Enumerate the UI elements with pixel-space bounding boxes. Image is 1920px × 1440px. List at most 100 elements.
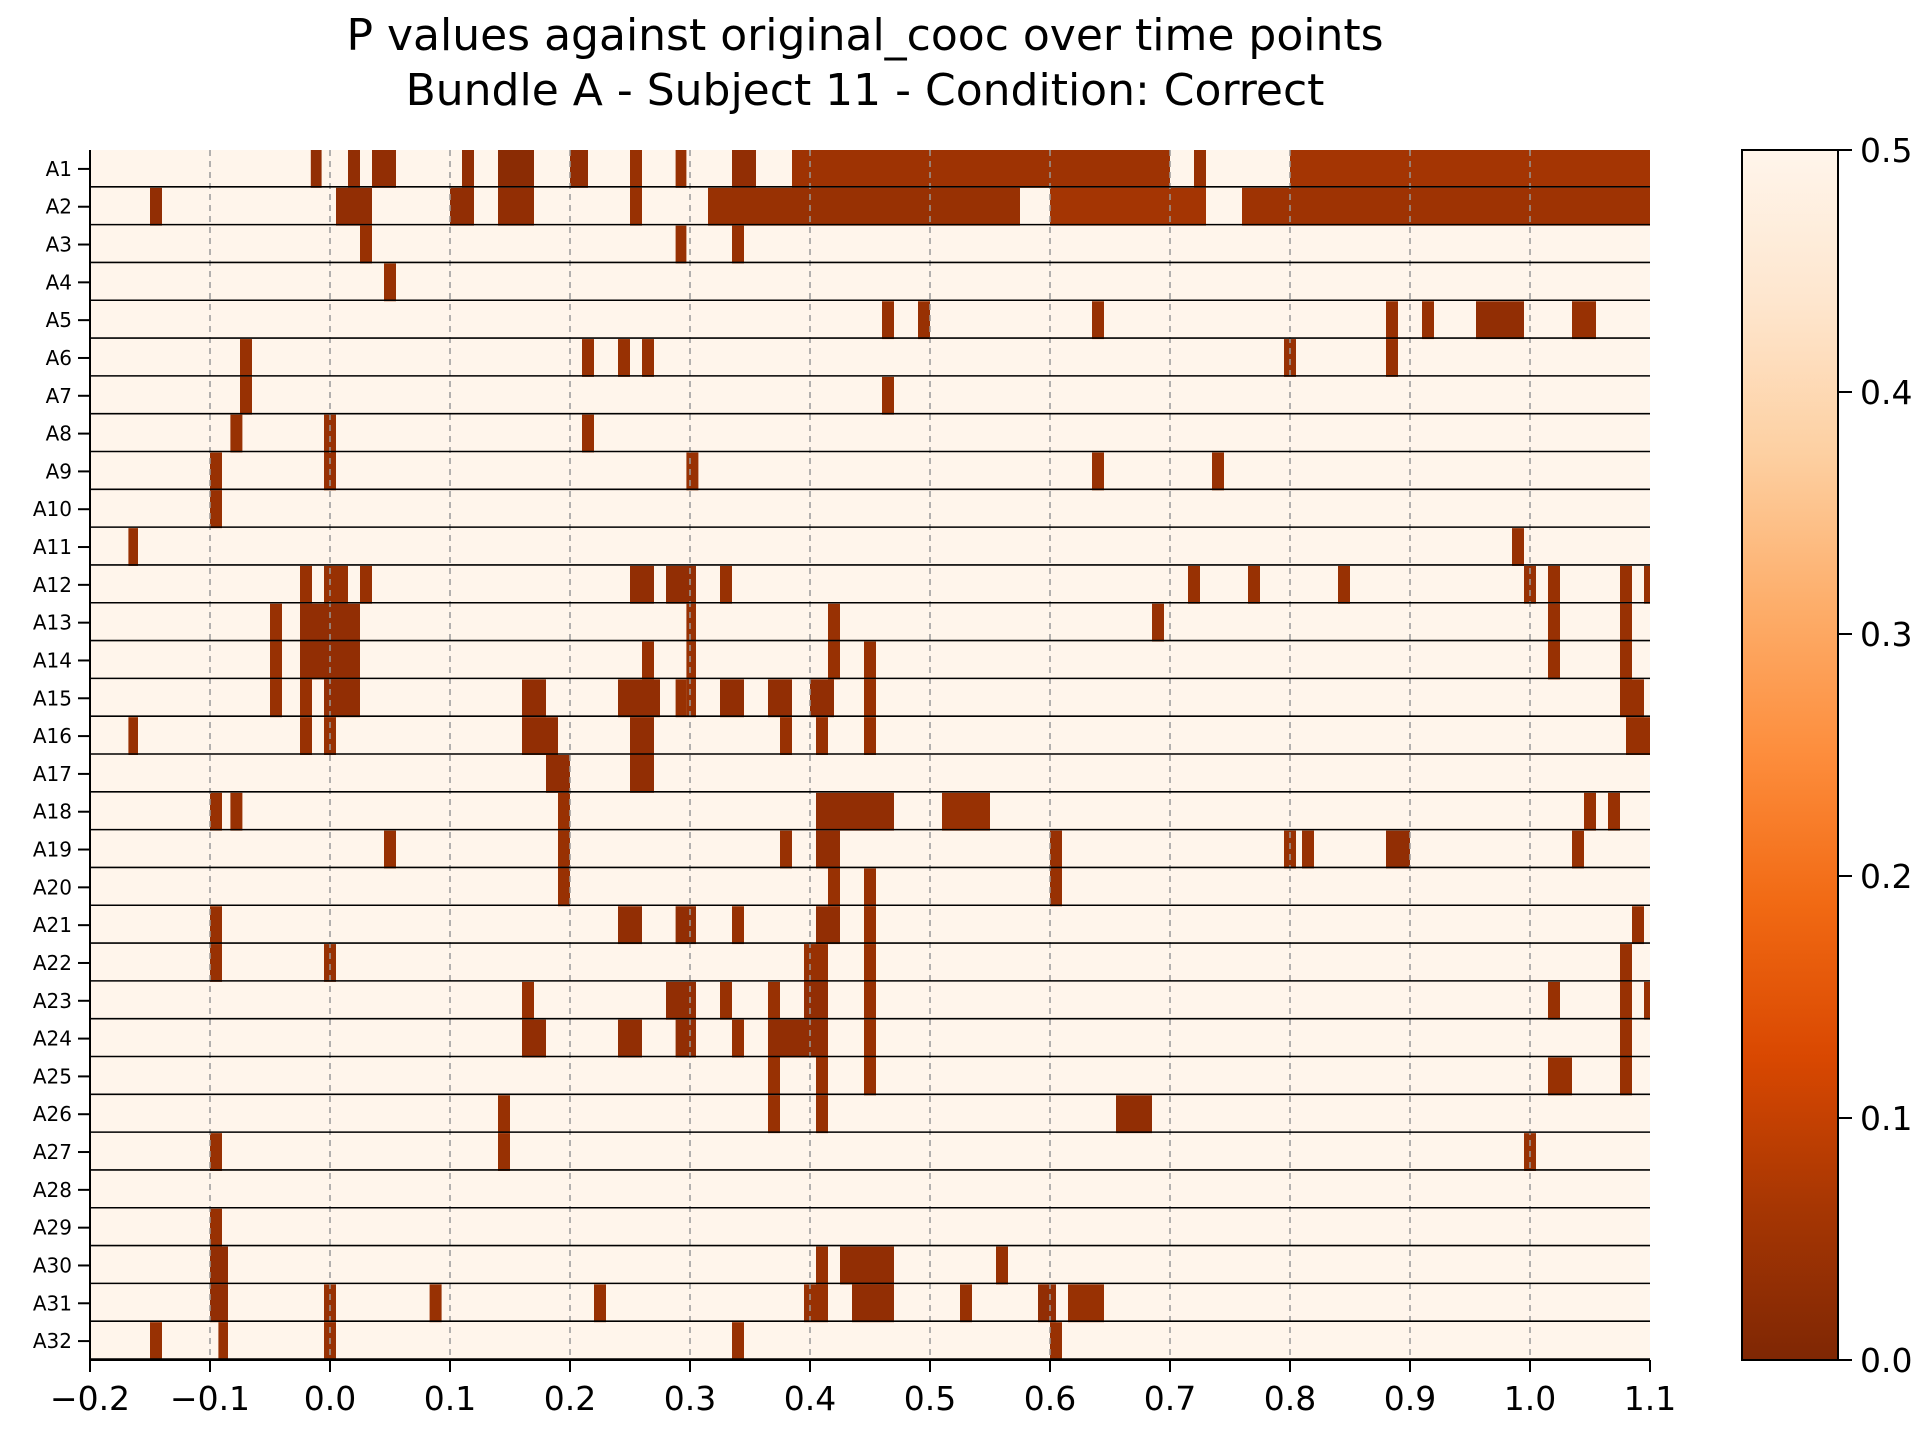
x-axis: −0.2 −0.1 0.0 0.1 0.2 0.3 0.4 0.5 0.6 0.7 0.8 0.9 1.… <box>50 1359 1676 1418</box>
heatmap-cell <box>210 452 222 491</box>
heatmap-cell <box>816 1284 828 1323</box>
heatmap-cell <box>768 981 780 1020</box>
heatmap-cell <box>210 792 222 831</box>
y-tick-label: A15 <box>33 686 72 710</box>
heatmap-cell <box>150 187 162 226</box>
heatmap-cell <box>1050 830 1062 869</box>
heatmap-cell <box>686 679 696 718</box>
heatmap-cell <box>816 1057 828 1096</box>
heatmap-cell <box>1116 1095 1152 1134</box>
heatmap-cell <box>1050 187 1206 226</box>
heatmap-cell <box>864 717 876 755</box>
y-tick-label: A13 <box>33 611 72 635</box>
heatmap-cell <box>1620 641 1632 680</box>
colorbar-tick-label: 0.2 <box>1860 857 1912 896</box>
heatmap-cell <box>1386 339 1398 377</box>
heatmap-cell <box>128 528 138 566</box>
colorbar-tick-label: 0.5 <box>1860 131 1912 170</box>
heatmap-cell <box>618 906 642 945</box>
heatmap-cell <box>429 1284 442 1323</box>
x-tick-label: 0.8 <box>1264 1379 1316 1418</box>
heatmap-cell <box>708 187 1020 226</box>
heatmap-cell <box>630 755 654 793</box>
x-tick-label: 0.2 <box>544 1379 596 1418</box>
y-tick-label: A22 <box>33 951 72 975</box>
heatmap-cell <box>828 868 840 907</box>
heatmap-cell <box>324 1284 336 1323</box>
heatmap-cell <box>1548 981 1560 1020</box>
heatmap-cell <box>732 150 756 188</box>
heatmap-cell <box>1068 1284 1104 1323</box>
heatmap-cell <box>324 679 360 718</box>
heatmap-cell <box>768 1095 780 1134</box>
y-tick-label: A3 <box>46 233 72 257</box>
heatmap-cell <box>666 981 696 1020</box>
heatmap-cell <box>1626 717 1650 755</box>
y-tick-label: A12 <box>33 573 72 597</box>
heatmap-cell <box>1092 301 1104 340</box>
x-tick-label: 1.0 <box>1504 1379 1556 1418</box>
heatmap-cell <box>816 906 840 945</box>
heatmap-cell <box>300 565 312 604</box>
heatmap-cell <box>816 830 840 869</box>
y-tick-label: A2 <box>46 195 72 219</box>
y-tick-label: A24 <box>33 1027 72 1051</box>
heatmap-cell <box>210 1284 228 1323</box>
y-tick-label: A5 <box>46 308 72 332</box>
heatmap-cell <box>1620 603 1632 642</box>
y-tick-label: A18 <box>33 800 72 824</box>
heatmap-cell <box>828 641 840 680</box>
heatmap-cell <box>1422 301 1434 340</box>
y-tick-label: A32 <box>33 1329 72 1353</box>
heatmap-cell <box>1212 452 1224 491</box>
heatmap-cell <box>1512 528 1524 566</box>
heatmap-cell <box>840 1246 894 1285</box>
heatmap-cell <box>630 565 654 604</box>
heatmap-cell <box>780 717 792 755</box>
colorbar-gradient <box>1741 149 1839 1361</box>
heatmap-cell <box>768 1057 780 1096</box>
heatmap-cell <box>310 150 322 188</box>
heatmap-cell <box>522 679 546 718</box>
heatmap-cell <box>230 792 243 831</box>
colorbar-tick-label: 0.0 <box>1860 1341 1912 1380</box>
colorbar-tick-label: 0.1 <box>1860 1099 1912 1138</box>
x-tick-label: 0.5 <box>904 1379 956 1418</box>
y-tick-label: A7 <box>46 384 72 408</box>
heatmap-cell <box>498 187 534 226</box>
heatmap-cell <box>960 1284 972 1323</box>
heatmap-cell <box>1620 1019 1632 1058</box>
heatmap-cell <box>720 565 732 604</box>
heatmap-cell <box>522 1019 546 1058</box>
heatmap-cell <box>804 981 828 1020</box>
heatmap-cell <box>1632 906 1644 945</box>
heatmap-cell <box>828 603 840 642</box>
heatmap-cell <box>498 1095 510 1134</box>
heatmap-cell <box>630 187 642 226</box>
heatmap-cell <box>1338 565 1350 604</box>
heatmap-cell <box>270 679 282 718</box>
y-tick-label: A19 <box>33 838 72 862</box>
heatmap-cell <box>1620 981 1632 1020</box>
y-tick-label: A23 <box>33 989 72 1013</box>
heatmap-cell <box>1620 565 1632 604</box>
heatmap-cell <box>372 150 396 188</box>
heatmap-cell <box>1290 150 1650 188</box>
x-tick-label: 0.0 <box>304 1379 356 1418</box>
heatmap-cell <box>1572 830 1584 869</box>
heatmap-cell <box>324 944 336 982</box>
heatmap-cell <box>1620 944 1632 982</box>
heatmap-cell <box>270 603 282 642</box>
heatmap-cell <box>816 717 828 755</box>
heatmap-cell <box>1284 339 1296 377</box>
heatmap-cell <box>360 225 372 264</box>
heatmap-cell <box>732 225 744 264</box>
x-tick-label: 0.4 <box>784 1379 836 1418</box>
heatmap-cell <box>210 490 222 529</box>
heatmap-cell <box>1194 150 1206 188</box>
heatmap-cell <box>128 717 138 755</box>
heatmap-cell <box>720 981 732 1020</box>
heatmap-cell <box>450 187 474 226</box>
heatmap-cell <box>582 414 594 453</box>
